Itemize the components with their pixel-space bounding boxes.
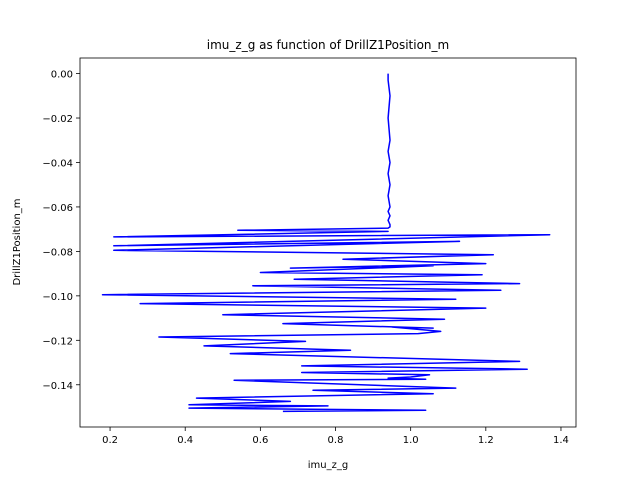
x-tick-label: 1.4	[553, 435, 569, 446]
x-tick-label: 0.6	[252, 435, 268, 446]
plot-area	[101, 73, 551, 413]
series-line-0	[101, 73, 551, 413]
chart-title: imu_z_g as function of DrillZ1Position_m	[207, 38, 449, 52]
y-axis: 0.00 −0.02 −0.04 −0.06 −0.08 −0.10 −0.12 −0.14	[42, 70, 80, 392]
x-axis-label: imu_z_g	[308, 460, 348, 471]
x-tick-label: 1.0	[403, 435, 419, 446]
x-tick-label: 0.8	[328, 435, 344, 446]
y-tick-label: −0.12	[42, 336, 73, 347]
x-tick-label: 0.4	[177, 435, 193, 446]
y-tick-label: 0.00	[51, 70, 73, 81]
y-tick-label: −0.06	[42, 203, 73, 214]
y-tick-label: −0.02	[42, 114, 73, 125]
x-axis: 0.2 0.4 0.6 0.8 1.0 1.2 1.4	[102, 427, 569, 446]
y-tick-label: −0.14	[42, 381, 73, 392]
axes-frame	[79, 57, 577, 428]
y-tick-label: −0.10	[42, 292, 73, 303]
y-axis-label: DrillZ1Position_m	[12, 198, 23, 285]
x-tick-label: 0.2	[102, 435, 118, 446]
y-tick-label: −0.08	[42, 247, 73, 258]
x-tick-label: 1.2	[478, 435, 494, 446]
y-tick-label: −0.04	[42, 158, 73, 169]
